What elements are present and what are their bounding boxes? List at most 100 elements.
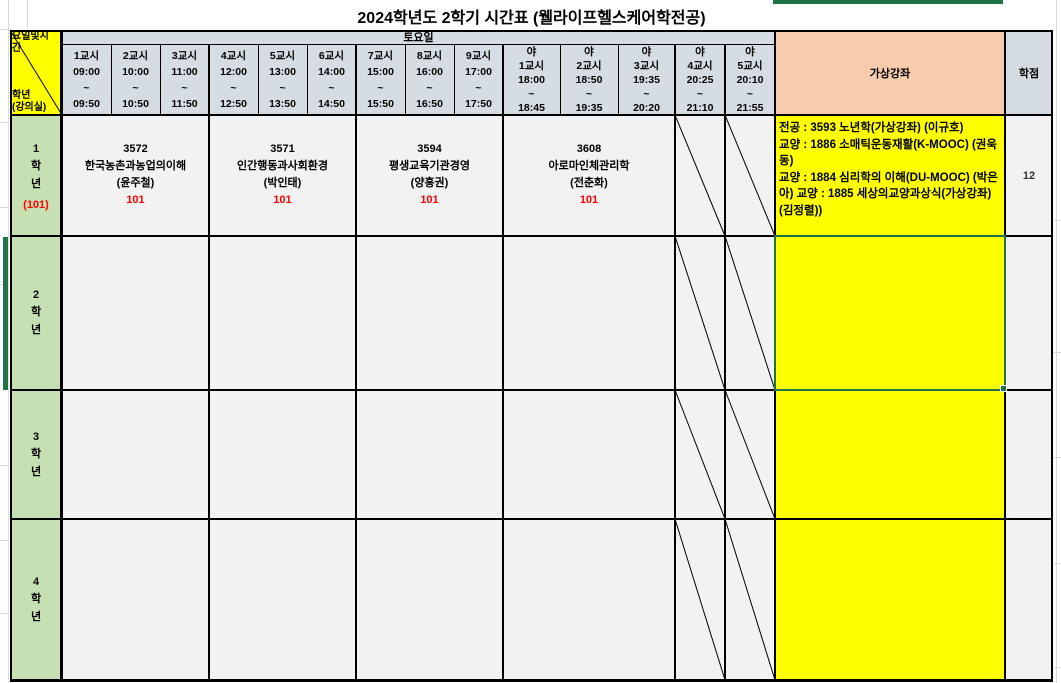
grid-line xyxy=(111,44,112,115)
virtual-course-header-cell[interactable] xyxy=(775,30,1005,115)
grid-line xyxy=(27,0,28,29)
sheet-title: 2024학년도 2학기 시간표 (웰라이프헬스케어학전공) xyxy=(357,9,706,27)
struck-cell[interactable] xyxy=(725,519,775,680)
grade-row-label[interactable]: 2 학 년 xyxy=(10,236,62,390)
struck-cell[interactable] xyxy=(675,236,725,390)
grid-line xyxy=(0,540,8,541)
grade-text: 3 학 년 xyxy=(30,430,42,478)
credits-cell[interactable] xyxy=(1005,390,1053,519)
grid-line xyxy=(1051,30,1053,682)
selection-border xyxy=(774,235,1006,391)
course-room: 101 xyxy=(579,194,599,206)
selection-border-top-fragment xyxy=(773,0,1003,4)
credits-header-label: 학점 xyxy=(1018,67,1040,80)
grid-line xyxy=(674,44,676,682)
grid-line xyxy=(10,114,1053,116)
grade-room-text: (101) xyxy=(23,199,49,212)
row-header-selection-strip xyxy=(3,237,8,390)
struck-cell[interactable] xyxy=(725,390,775,519)
empty-course-cell[interactable] xyxy=(62,236,209,390)
struck-cell[interactable] xyxy=(725,115,775,236)
course-cell[interactable]: 3594 평생교육기관경영 (양흥권) 101 xyxy=(356,115,503,236)
grid-line xyxy=(1056,0,1057,683)
struck-cell[interactable] xyxy=(675,390,725,519)
grid-line xyxy=(560,44,561,115)
period-header-cell[interactable]: 야 4교시 20:25 ~ 21:10 xyxy=(686,45,714,114)
period-header-cell[interactable]: 야 2교시 18:50 ~ 19:35 xyxy=(575,45,603,114)
virtual-course-cell[interactable]: 전공 : 3593 노년학(가상강좌) (이규호) 교양 : 1886 소매틱운… xyxy=(775,115,1005,236)
period-header-cell[interactable]: 4교시 12:00 ~ 12:50 xyxy=(220,49,247,110)
grid-line xyxy=(0,207,8,208)
grid-line xyxy=(208,44,210,682)
grid-line xyxy=(1053,457,1061,458)
credits-cell[interactable] xyxy=(1005,236,1053,390)
struck-cell[interactable] xyxy=(725,236,775,390)
course-prof: (윤주철) xyxy=(116,177,155,189)
virtual-course-cell-selected[interactable] xyxy=(775,236,1005,390)
course-prof: (전춘화) xyxy=(570,177,608,189)
course-cell[interactable]: 3571 인간행동과사회환경 (박인태) 101 xyxy=(209,115,356,236)
empty-course-cell[interactable] xyxy=(209,236,356,390)
corner-label-bottom: 학년 (강의실) xyxy=(12,90,47,113)
grid-line xyxy=(724,44,726,682)
grade-text: 4 학 년 xyxy=(30,575,42,623)
saturday-header-cell[interactable]: 토요일 xyxy=(403,32,434,44)
struck-cell[interactable] xyxy=(675,115,725,236)
grid-line xyxy=(0,465,8,466)
empty-course-cell[interactable] xyxy=(356,519,503,680)
course-code: 3571 xyxy=(270,143,295,155)
period-header-cell[interactable]: 2교시 10:00 ~ 10:50 xyxy=(122,49,149,110)
period-header-cell[interactable]: 8교시 16:00 ~ 16:50 xyxy=(416,49,443,110)
credits-header-cell[interactable] xyxy=(1005,30,1053,115)
empty-course-cell[interactable] xyxy=(209,390,356,519)
grid-line xyxy=(1053,667,1061,668)
grid-line xyxy=(60,30,63,682)
empty-course-cell[interactable] xyxy=(356,236,503,390)
grade-row-label[interactable]: 4 학 년 xyxy=(10,519,62,680)
empty-course-cell[interactable] xyxy=(503,390,675,519)
empty-course-cell[interactable] xyxy=(62,519,209,680)
course-cell[interactable]: 3572 한국농촌과농업의이해 (윤주철) 101 xyxy=(62,115,209,236)
grid-line xyxy=(405,44,406,115)
course-name: 평생교육기관경영 xyxy=(389,160,470,172)
period-header-cell[interactable]: 7교시 15:00 ~ 15:50 xyxy=(367,49,394,110)
grade-row-label[interactable]: 3 학 년 xyxy=(10,390,62,519)
grade-row-label[interactable]: 1 학 년 (101) xyxy=(10,115,62,236)
fill-handle[interactable] xyxy=(1000,385,1007,392)
grid-line xyxy=(0,122,8,123)
credits-cell[interactable] xyxy=(1005,519,1053,680)
period-header-cell[interactable]: 5교시 13:00 ~ 13:50 xyxy=(269,49,296,110)
course-cell[interactable]: 3608 아로마인체관리학 (전춘화) 101 xyxy=(503,115,675,236)
course-name: 인간행동과사회환경 xyxy=(236,160,329,172)
grid-line xyxy=(0,613,8,614)
period-header-cell[interactable]: 6교시 14:00 ~ 14:50 xyxy=(318,49,345,110)
period-header-cell[interactable]: 9교시 17:00 ~ 17:50 xyxy=(465,49,492,110)
course-code: 3608 xyxy=(576,143,602,155)
grid-line xyxy=(618,44,619,115)
empty-course-cell[interactable] xyxy=(62,390,209,519)
grid-line xyxy=(10,235,1053,237)
grid-line xyxy=(10,30,12,682)
period-header-cell[interactable]: 야 3교시 19:35 ~ 20:20 xyxy=(633,45,660,114)
grid-line xyxy=(8,0,9,683)
empty-course-cell[interactable] xyxy=(356,390,503,519)
course-code: 3572 xyxy=(123,143,148,155)
period-header-cell[interactable]: 야 5교시 20:10 ~ 21:55 xyxy=(736,45,764,114)
period-header-cell[interactable]: 3교시 11:00 ~ 11:50 xyxy=(171,49,198,110)
struck-cell[interactable] xyxy=(675,519,725,680)
grid-line xyxy=(1053,220,1061,221)
period-header-cell[interactable]: 1교시 09:00 ~ 09:50 xyxy=(73,49,100,110)
virtual-course-cell[interactable] xyxy=(775,390,1005,519)
virtual-course-header-label: 가상강좌 xyxy=(869,67,911,80)
grid-line xyxy=(454,44,455,115)
period-header-cell[interactable]: 야 1교시 18:00 ~ 18:45 xyxy=(518,45,545,114)
empty-course-cell[interactable] xyxy=(209,519,356,680)
corner-label-top: 요일및시 간 xyxy=(12,31,49,54)
credits-cell[interactable]: 12 xyxy=(1005,115,1053,236)
empty-course-cell[interactable] xyxy=(503,519,675,680)
grid-line xyxy=(307,44,308,115)
virtual-course-cell[interactable] xyxy=(775,519,1005,680)
empty-course-cell[interactable] xyxy=(503,236,675,390)
grid-line xyxy=(10,389,1053,391)
